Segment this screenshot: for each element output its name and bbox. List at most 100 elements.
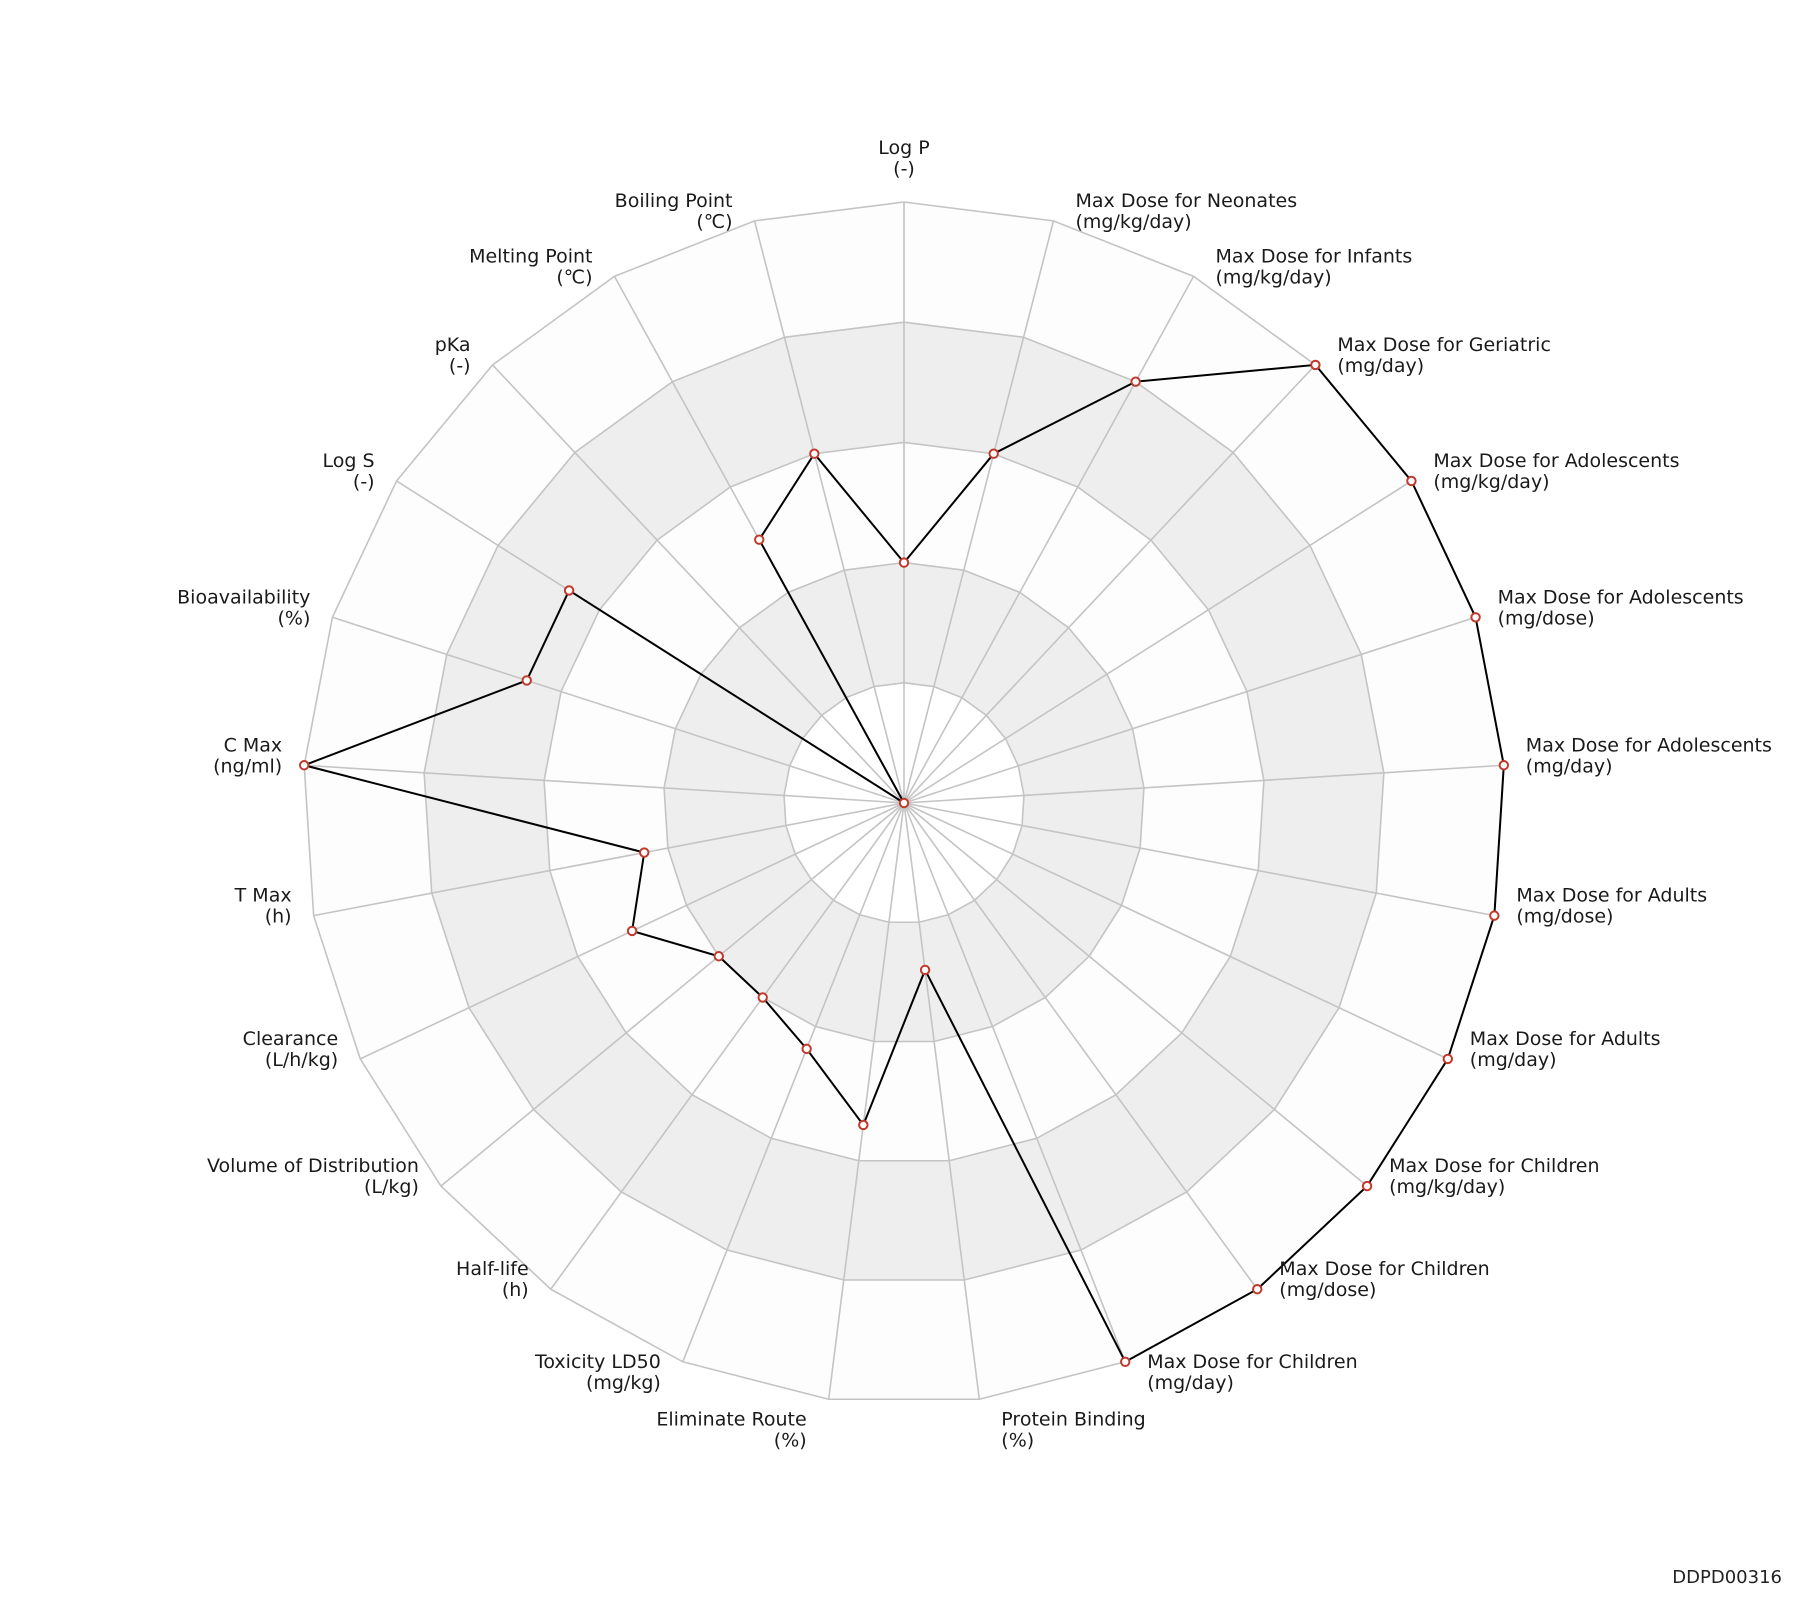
radar-spoke bbox=[903, 364, 1316, 804]
axis-label-name: Volume of Distribution bbox=[207, 1155, 419, 1177]
radar-spoke bbox=[332, 616, 905, 804]
axis-label-name: Max Dose for Adolescents bbox=[1498, 586, 1744, 608]
axis-label-unit: (mg/kg) bbox=[586, 1372, 661, 1394]
axis-label-name: Max Dose for Children bbox=[1279, 1258, 1489, 1280]
radar-spoke bbox=[903, 220, 1055, 804]
axis-label-unit: (mg/day) bbox=[1526, 755, 1613, 777]
axis-label-name: Max Dose for Adolescents bbox=[1433, 450, 1679, 472]
data-point-22 bbox=[563, 585, 575, 596]
radar-spoke bbox=[903, 802, 1368, 1187]
axis-label-name: Clearance bbox=[243, 1028, 339, 1050]
axis-label-unit: (℃) bbox=[696, 211, 732, 233]
data-point-6 bbox=[1470, 612, 1481, 623]
axis-label-unit: (-) bbox=[353, 471, 375, 493]
axis-label-unit: (mg/kg/day) bbox=[1433, 471, 1549, 493]
data-point-23 bbox=[898, 797, 910, 809]
axis-label-name: Log S bbox=[323, 450, 375, 472]
axis-label-name: Eliminate Route bbox=[656, 1408, 806, 1430]
data-point-18 bbox=[626, 925, 638, 937]
radar-spoke bbox=[440, 802, 905, 1187]
radar-spoke bbox=[550, 802, 905, 1290]
data-point-17 bbox=[713, 951, 724, 962]
axis-label-unit: (h) bbox=[265, 906, 292, 928]
data-point-21 bbox=[521, 675, 532, 686]
data-point-7 bbox=[1498, 760, 1510, 771]
radar-spokes bbox=[304, 202, 1504, 1400]
axis-label-name: Max Dose for Geriatric bbox=[1337, 334, 1551, 356]
radar-spoke bbox=[682, 802, 905, 1363]
radar-spoke bbox=[903, 480, 1412, 804]
data-point-8 bbox=[1489, 910, 1500, 921]
axis-label-name: Max Dose for Adults bbox=[1470, 1028, 1661, 1050]
axis-label-unit: (mg/dose) bbox=[1516, 906, 1613, 928]
data-point-1 bbox=[898, 557, 910, 568]
data-point-10 bbox=[1361, 1180, 1373, 1192]
axis-label-unit: (mg/kg/day) bbox=[1076, 211, 1192, 233]
axis-label-unit: (℃) bbox=[556, 266, 592, 288]
record-id: DDPD00316 bbox=[1672, 1567, 1782, 1588]
radar-spoke bbox=[903, 616, 1476, 804]
radar-spoke bbox=[903, 802, 1126, 1363]
radar-spoke bbox=[492, 364, 905, 804]
radar-spoke bbox=[903, 275, 1195, 804]
radar-spoke bbox=[903, 802, 1258, 1290]
radar-spoke bbox=[827, 802, 905, 1400]
axis-label-name: Max Dose for Infants bbox=[1216, 245, 1413, 267]
axis-label-unit: (%) bbox=[1001, 1429, 1034, 1451]
axis-label-unit: (h) bbox=[502, 1279, 529, 1301]
radar-spoke bbox=[753, 220, 905, 804]
radar-series bbox=[298, 359, 1510, 1368]
axis-label-name: T Max bbox=[234, 885, 292, 907]
radar-spoke bbox=[313, 802, 905, 917]
axis-label-unit: (%) bbox=[278, 607, 311, 629]
data-point-9 bbox=[1442, 1053, 1454, 1065]
axis-label-unit: (mg/kg/day) bbox=[1216, 266, 1332, 288]
axis-label-unit: (mg/dose) bbox=[1279, 1279, 1376, 1301]
data-point-25 bbox=[809, 448, 820, 459]
data-point-19 bbox=[639, 847, 650, 858]
data-point-12 bbox=[1120, 1356, 1131, 1368]
axis-label-unit: (mg/day) bbox=[1470, 1049, 1557, 1071]
axis-label-name: Max Dose for Adolescents bbox=[1526, 734, 1772, 756]
axis-label-name: Max Dose for Neonates bbox=[1076, 190, 1298, 212]
radar-spoke bbox=[903, 802, 1495, 917]
data-point-20 bbox=[298, 760, 310, 771]
axis-label-name: Toxicity LD50 bbox=[534, 1351, 661, 1373]
axis-label-unit: (mg/kg/day) bbox=[1389, 1176, 1505, 1198]
radar-spoke bbox=[304, 764, 905, 804]
axis-label-unit: (L/kg) bbox=[364, 1176, 419, 1198]
data-point-5 bbox=[1406, 475, 1417, 487]
axis-label-unit: (mg/day) bbox=[1147, 1372, 1234, 1394]
data-point-24 bbox=[754, 534, 765, 545]
axis-label-name: Log P bbox=[878, 137, 929, 159]
data-point-2 bbox=[988, 448, 999, 459]
axis-label-unit: (L/h/kg) bbox=[265, 1049, 338, 1071]
data-point-16 bbox=[757, 992, 768, 1003]
axis-label-name: pKa bbox=[435, 334, 471, 356]
axis-label-name: Half-life bbox=[456, 1258, 529, 1280]
data-point-11 bbox=[1252, 1284, 1263, 1295]
axis-label-name: Max Dose for Children bbox=[1389, 1155, 1599, 1177]
data-point-15 bbox=[801, 1043, 812, 1055]
axis-label-unit: (%) bbox=[774, 1429, 807, 1451]
radar-axis-labels: Log P(-)Max Dose for Neonates(mg/kg/day)… bbox=[177, 137, 1772, 1451]
data-point-13 bbox=[919, 964, 931, 976]
axis-label-unit: (ng/ml) bbox=[213, 755, 282, 777]
axis-label-unit: (-) bbox=[893, 158, 915, 180]
axis-label-name: Max Dose for Children bbox=[1147, 1351, 1357, 1373]
radar-spoke bbox=[903, 802, 981, 1400]
axis-label-name: C Max bbox=[224, 734, 283, 756]
data-point-14 bbox=[858, 1119, 869, 1131]
series-line bbox=[300, 363, 1505, 1364]
data-point-4 bbox=[1310, 359, 1321, 371]
axis-label-unit: (-) bbox=[449, 355, 471, 377]
axis-label-name: Melting Point bbox=[469, 245, 592, 267]
data-point-3 bbox=[1130, 376, 1141, 387]
axis-label-name: Bioavailability bbox=[177, 586, 310, 608]
axis-label-name: Protein Binding bbox=[1001, 1408, 1145, 1430]
axis-label-name: Max Dose for Adults bbox=[1516, 885, 1707, 907]
axis-label-name: Boiling Point bbox=[615, 190, 733, 212]
radar-spoke bbox=[903, 802, 1449, 1060]
radar-spoke bbox=[903, 764, 1504, 804]
